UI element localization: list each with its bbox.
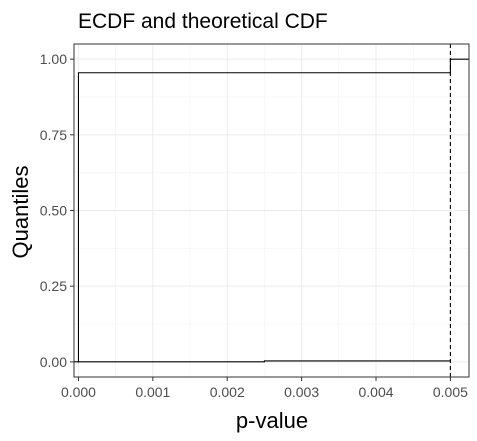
ecdf-step-line-2 <box>78 360 451 363</box>
x-tick-label: 0.000 <box>61 384 96 400</box>
y-tick-label: 0.00 <box>40 354 67 370</box>
x-tick-label: 0.005 <box>433 384 468 400</box>
x-tick-label: 0.003 <box>284 384 319 400</box>
x-axis-title: p-value <box>236 408 308 433</box>
y-axis-title: Quantiles <box>8 166 33 259</box>
y-tick-label: 1.00 <box>40 51 67 67</box>
x-tick-label: 0.004 <box>358 384 393 400</box>
x-axis-ticks: 0.000 0.001 0.002 0.003 0.004 0.005 <box>61 377 468 400</box>
x-tick-label: 0.001 <box>135 384 170 400</box>
x-tick-label: 0.002 <box>210 384 245 400</box>
y-tick-label: 0.50 <box>40 203 67 219</box>
series-layer <box>74 44 469 377</box>
grid <box>74 44 469 377</box>
y-tick-label: 0.75 <box>40 127 67 143</box>
y-tick-label: 0.25 <box>40 278 67 294</box>
ecdf-step-line-1 <box>74 58 469 363</box>
y-axis-ticks: 0.00 0.25 0.50 0.75 1.00 <box>40 51 74 370</box>
chart-title: ECDF and theoretical CDF <box>78 10 328 33</box>
